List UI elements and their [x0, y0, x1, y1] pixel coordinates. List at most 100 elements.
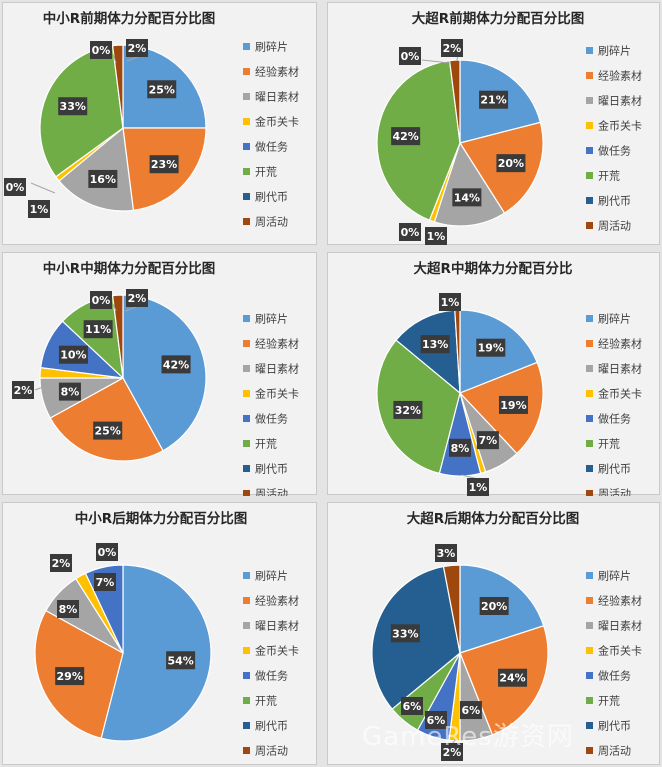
svg-text:14%: 14% [454, 191, 480, 204]
chart-panel-3: 中小R中期体力分配百分比图 42% 25% 8% 2% 10% 11% 0% 2% 刷碎片 经验素材… [2, 252, 317, 496]
svg-text:16%: 16% [90, 173, 116, 186]
svg-text:25%: 25% [95, 425, 121, 438]
svg-text:金币关卡: 金币关卡 [255, 387, 299, 401]
pie-chart-4: 大超R中期体力分配百分比 19% 19% 7% 1% 8% 32% 13% 1% 刷碎片经验素材曜… [376, 260, 642, 496]
svg-text:6%: 6% [403, 700, 422, 713]
data-label: 10% [58, 345, 88, 364]
svg-text:开荒: 开荒 [598, 170, 620, 183]
svg-text:1%: 1% [469, 481, 488, 494]
svg-text:0%: 0% [6, 181, 25, 194]
data-label: 0% [399, 47, 421, 65]
legend-item-2: 经验素材 [243, 594, 299, 608]
pie-slice-1 [100, 564, 212, 742]
pie-slice-3 [58, 126, 135, 212]
leader-line [30, 182, 56, 194]
legend-item-4: 金币关卡 [586, 119, 642, 133]
data-label: 32% [393, 400, 423, 419]
data-label: 29% [55, 667, 85, 686]
svg-text:开荒: 开荒 [255, 438, 277, 451]
svg-text:0%: 0% [401, 50, 420, 63]
legend-item-8: 周活动 [586, 488, 631, 496]
data-label: 8% [57, 600, 79, 618]
legend-item-7: 刷代币 [586, 720, 631, 733]
svg-text:6%: 6% [427, 714, 446, 727]
legend-item-7: 刷代币 [243, 191, 288, 204]
legend-item-3: 曜日素材 [586, 362, 642, 376]
svg-text:做任务: 做任务 [598, 412, 631, 426]
legend-item-1: 刷碎片 [243, 312, 288, 326]
svg-text:0%: 0% [401, 226, 420, 239]
legend-item-8: 周活动 [243, 488, 288, 496]
svg-text:开荒: 开荒 [255, 166, 277, 179]
data-label: 20% [479, 597, 509, 616]
data-label: 1% [28, 200, 50, 218]
svg-text:曜日素材: 曜日素材 [255, 619, 299, 633]
svg-text:金币关卡: 金币关卡 [598, 644, 642, 658]
svg-text:经验素材: 经验素材 [598, 69, 642, 83]
legend-item-8: 周活动 [586, 220, 631, 233]
svg-text:6%: 6% [462, 704, 481, 717]
data-label: 1% [425, 227, 447, 245]
chart-panel-4: 大超R中期体力分配百分比 19% 19% 7% 1% 8% 32% 13% 1% 刷碎片 经验素材曜… [327, 252, 660, 496]
legend-item-3: 曜日素材 [243, 619, 299, 633]
svg-text:周活动: 周活动 [255, 745, 288, 758]
svg-text:8%: 8% [59, 603, 78, 616]
chart-title: 大超R中期体力分配百分比 [414, 260, 573, 277]
svg-text:23%: 23% [151, 158, 177, 171]
pie-slice-8 [442, 564, 461, 654]
data-label: 7% [94, 573, 116, 591]
svg-text:2%: 2% [128, 42, 147, 55]
svg-text:20%: 20% [481, 600, 507, 613]
svg-text:经验素材: 经验素材 [255, 337, 299, 351]
legend-item-2: 经验素材 [586, 69, 642, 83]
svg-text:做任务: 做任务 [255, 412, 288, 426]
svg-text:金币关卡: 金币关卡 [255, 644, 299, 658]
svg-text:刷碎片: 刷碎片 [255, 40, 288, 54]
legend-item-6: 开荒 [586, 170, 620, 183]
legend-item-1: 刷碎片 [243, 569, 288, 583]
pie-slice-2 [49, 377, 164, 462]
data-label: 3% [435, 544, 457, 562]
legend-item-3: 曜日素材 [586, 94, 642, 108]
data-label: 7% [476, 431, 499, 450]
data-label: 13% [420, 335, 450, 354]
data-label: 24% [498, 668, 528, 687]
data-label: 23% [149, 155, 179, 174]
svg-text:7%: 7% [96, 576, 115, 589]
svg-text:7%: 7% [479, 434, 498, 447]
legend-item-4: 金币关卡 [243, 115, 299, 129]
legend-item-7: 刷代币 [243, 463, 288, 476]
svg-text:2%: 2% [128, 292, 147, 305]
svg-text:0%: 0% [92, 44, 111, 57]
pie-slice-8 [448, 59, 461, 144]
chart-panel-5: 中小R后期体力分配百分比图 54% 29% 8% 2% 7% 0% 刷碎片 经验素材 曜日素材 金币… [2, 502, 317, 765]
svg-text:1%: 1% [30, 203, 49, 216]
legend-item-2: 经验素材 [586, 594, 642, 608]
svg-text:做任务: 做任务 [255, 140, 288, 154]
data-label: 2% [126, 289, 148, 307]
legend-item-1: 刷碎片 [586, 44, 631, 58]
svg-text:2%: 2% [443, 746, 462, 759]
svg-text:2%: 2% [52, 557, 71, 570]
svg-text:1%: 1% [427, 230, 446, 243]
svg-text:19%: 19% [478, 342, 504, 355]
pie-slice-8 [111, 294, 124, 379]
svg-text:13%: 13% [422, 338, 448, 351]
svg-text:经验素材: 经验素材 [598, 594, 642, 608]
legend-item-7: 刷代币 [586, 195, 631, 208]
svg-text:曜日素材: 曜日素材 [255, 362, 299, 376]
legend-item-8: 周活动 [243, 745, 288, 758]
svg-text:金币关卡: 金币关卡 [598, 387, 642, 401]
legend-item-4: 金币关卡 [243, 644, 299, 658]
svg-text:做任务: 做任务 [255, 669, 288, 683]
chart-title: 中小R前期体力分配百分比图 [43, 10, 215, 27]
legend-item-5: 做任务 [243, 412, 288, 426]
pie-slice-3 [433, 141, 506, 227]
svg-text:20%: 20% [498, 157, 524, 170]
svg-text:3%: 3% [437, 547, 456, 560]
legend-item-6: 开荒 [243, 166, 277, 179]
svg-text:刷碎片: 刷碎片 [598, 44, 631, 58]
legend-item-4: 金币关卡 [586, 387, 642, 401]
svg-text:刷碎片: 刷碎片 [255, 569, 288, 583]
legend-item-4: 金币关卡 [243, 387, 299, 401]
